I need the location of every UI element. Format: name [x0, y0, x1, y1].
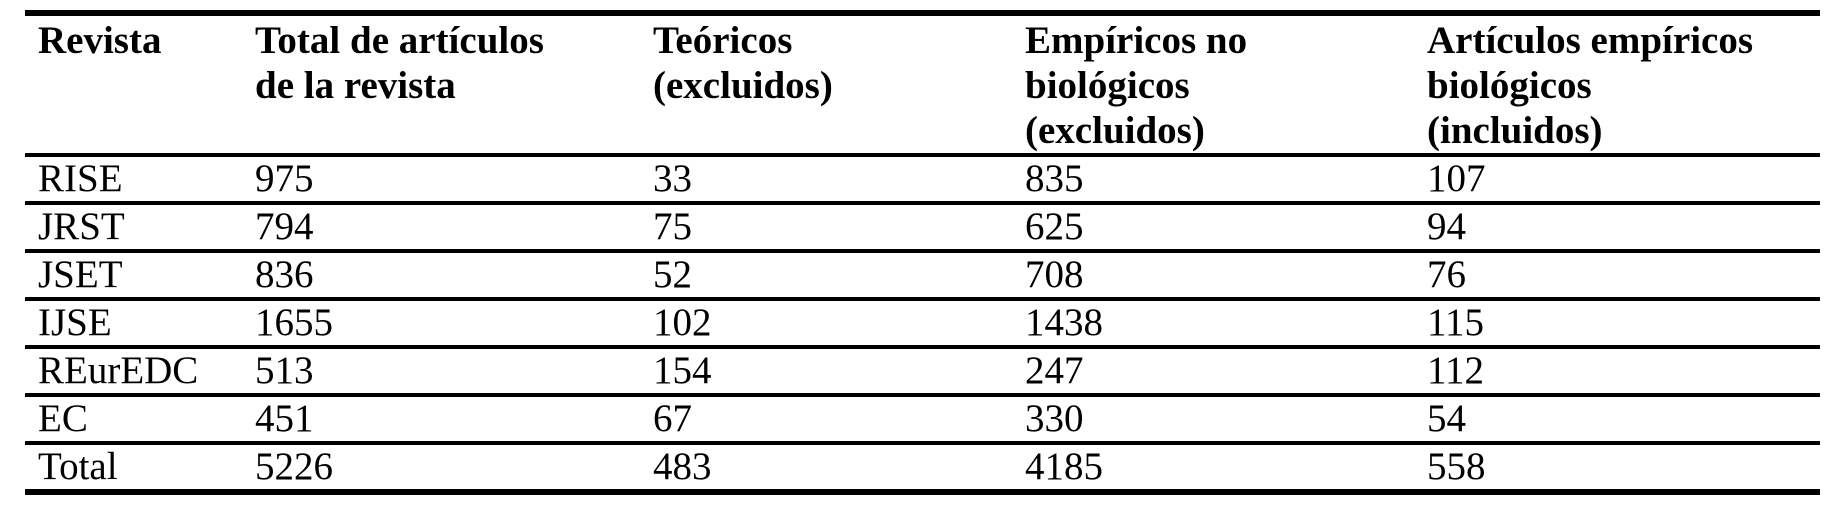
document-page: Revista Total de artículos de la revista… [0, 10, 1840, 522]
cell-theoretical: 154 [640, 347, 1012, 397]
table-row-rise: RISE 975 33 835 107 [25, 155, 1820, 205]
col-header-empiricos-biologicos: Artículos empíricos biológicos (incluido… [1414, 13, 1820, 157]
cell-empirical-bio: 107 [1414, 155, 1820, 205]
cell-theoretical: 52 [640, 251, 1012, 301]
cell-theoretical: 67 [640, 395, 1012, 445]
cell-theoretical: 75 [640, 203, 1012, 253]
cell-empirical-nonbio: 1438 [1012, 299, 1414, 349]
cell-empirical-nonbio: 708 [1012, 251, 1414, 301]
cell-total-articles: 836 [242, 251, 640, 301]
cell-empirical-bio: 558 [1427, 445, 1486, 488]
cell-empirical-nonbio: 835 [1012, 155, 1414, 205]
cell-journal: JSET [25, 251, 242, 301]
cell-empirical-nonbio: 4185 [1025, 445, 1103, 488]
cell-empirical-bio: 112 [1414, 347, 1820, 397]
table-row-reuredc: REurEDC 513 154 247 112 [25, 347, 1820, 397]
cell-journal: Total [38, 445, 118, 488]
table-row-total: Total 5226 483 4185 558 [25, 443, 1820, 492]
cell-total-articles: 5226 [255, 445, 333, 488]
cell-empirical-bio: 76 [1414, 251, 1820, 301]
cell-empirical-nonbio: 247 [1012, 347, 1414, 397]
col-header-teoricos: Teóricos (excluidos) [640, 13, 1012, 157]
cell-empirical-bio: 54 [1414, 395, 1820, 445]
cell-theoretical: 33 [640, 155, 1012, 205]
cell-journal: RISE [25, 155, 242, 205]
cell-journal: REurEDC [25, 347, 242, 397]
cell-empirical-bio: 94 [1414, 203, 1820, 253]
table-body: RISE 975 33 835 107 JRST 794 75 625 94 J… [25, 155, 1820, 492]
cell-journal: EC [25, 395, 242, 445]
cell-theoretical: 483 [653, 445, 712, 488]
cell-total-articles: 1655 [242, 299, 640, 349]
cell-total-articles: 794 [242, 203, 640, 253]
table-row-ijse: IJSE 1655 102 1438 115 [25, 299, 1820, 349]
cell-total-articles: 975 [242, 155, 640, 205]
col-header-empiricos-no-bio: Empíricos no biológicos (excluidos) [1012, 13, 1414, 157]
cell-empirical-bio: 115 [1414, 299, 1820, 349]
cell-empirical-nonbio: 625 [1012, 203, 1414, 253]
cell-total-articles: 513 [242, 347, 640, 397]
table-row-jset: JSET 836 52 708 76 [25, 251, 1820, 301]
col-header-total-articulos: Total de artículos de la revista [242, 13, 640, 157]
table-row-ec: EC 451 67 330 54 [25, 395, 1820, 445]
cell-journal: JRST [25, 203, 242, 253]
cell-journal: IJSE [25, 299, 242, 349]
cell-theoretical: 102 [640, 299, 1012, 349]
cell-empirical-nonbio: 330 [1012, 395, 1414, 445]
table-row-jrst: JRST 794 75 625 94 [25, 203, 1820, 253]
header-row: Revista Total de artículos de la revista… [25, 13, 1820, 157]
table-header: Revista Total de artículos de la revista… [25, 13, 1820, 157]
journal-articles-table: Revista Total de artículos de la revista… [25, 10, 1820, 495]
cell-total-articles: 451 [242, 395, 640, 445]
col-header-revista: Revista [25, 13, 242, 157]
